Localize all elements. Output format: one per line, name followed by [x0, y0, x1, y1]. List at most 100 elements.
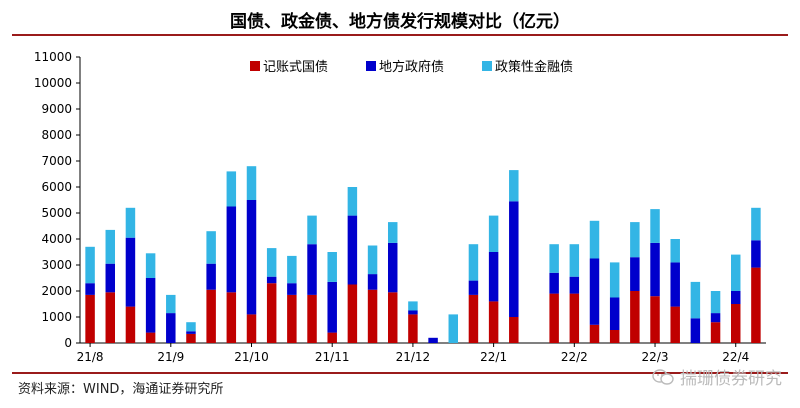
bar-segment-local-gov — [206, 263, 216, 290]
bar-segment-treasury — [589, 324, 600, 343]
bar-segment-local-gov — [266, 276, 277, 284]
bar-segment-treasury — [650, 296, 660, 343]
bar-segment-local-gov — [246, 200, 257, 315]
bar-segment-local-gov — [307, 244, 317, 295]
bar-segment-treasury — [307, 294, 317, 343]
x-tick-label: 22/3 — [642, 350, 669, 364]
bar-segment-local-gov — [650, 242, 660, 297]
bar-segment-local-gov — [609, 297, 620, 330]
bar-segment-policy-bank — [186, 322, 196, 332]
y-tick-label: 2000 — [41, 284, 72, 298]
stacked-bar-chart: 0 1000 2000 3000 4000 5000 6000 7000 8000 9000 100… — [34, 50, 766, 364]
bar-segment-local-gov — [468, 280, 479, 295]
y-tick-label: 0 — [64, 336, 72, 350]
bar-segment-policy-bank — [206, 231, 216, 264]
bar-segment-treasury — [751, 267, 761, 343]
y-tick-label: 5000 — [41, 206, 72, 220]
watermark: 揣珊债券研究 — [652, 364, 782, 389]
bar-segment-treasury — [125, 306, 136, 343]
bar-segment-policy-bank — [327, 252, 337, 282]
bar-segment-local-gov — [428, 337, 438, 343]
wechat-icon — [652, 368, 674, 385]
bar-segment-local-gov — [710, 313, 721, 323]
bar-segment-treasury — [468, 294, 479, 343]
bar-segment-local-gov — [387, 242, 398, 293]
bar-segment-policy-bank — [287, 255, 297, 284]
bar-segment-policy-bank — [347, 187, 358, 216]
bar-segment-local-gov — [85, 283, 95, 295]
bar-segment-policy-bank — [408, 301, 418, 311]
bar-segment-policy-bank — [246, 166, 257, 200]
bar-segment-local-gov — [287, 283, 297, 295]
bar-segment-policy-bank — [226, 171, 237, 207]
bar-segment-treasury — [105, 292, 116, 343]
bar-segment-policy-bank — [468, 244, 479, 281]
bar-segment-policy-bank — [166, 294, 176, 314]
bar-segment-policy-bank — [509, 170, 519, 202]
bar-segment-treasury — [367, 289, 378, 343]
bar-segment-treasury — [488, 301, 499, 343]
bar-segment-treasury — [730, 304, 741, 343]
bar-segment-treasury — [186, 333, 196, 343]
y-tick-label: 1000 — [41, 310, 72, 324]
bar-segment-local-gov — [327, 281, 337, 333]
bar-segment-local-gov — [549, 272, 559, 294]
bar-segment-policy-bank — [448, 314, 459, 343]
bar-segment-policy-bank — [307, 215, 317, 245]
bar-segment-local-gov — [145, 278, 156, 333]
y-tick-label: 8000 — [41, 128, 72, 142]
bar-segment-treasury — [569, 293, 580, 343]
bar-segment-policy-bank — [650, 209, 660, 243]
bar-segment-policy-bank — [488, 215, 499, 252]
x-tick-label: 21/11 — [315, 350, 350, 364]
x-tick-label: 21/8 — [77, 350, 104, 364]
bar-segment-policy-bank — [690, 281, 701, 319]
bar-segment-policy-bank — [145, 253, 156, 278]
bars-group — [85, 166, 761, 343]
y-tick-label: 11000 — [34, 50, 72, 64]
chart-title: 国债、政金债、地方债发行规模对比（亿元） — [230, 12, 570, 32]
bar-segment-policy-bank — [589, 220, 600, 259]
bar-segment-local-gov — [630, 257, 640, 291]
bar-segment-treasury — [266, 283, 277, 343]
y-tick-label: 4000 — [41, 232, 72, 246]
legend-label: 地方政府债 — [379, 59, 444, 75]
source-note: 资料来源：WIND，海通证券研究所 — [18, 382, 224, 397]
bar-segment-policy-bank — [609, 262, 620, 298]
bar-segment-local-gov — [488, 252, 499, 302]
bar-segment-local-gov — [367, 274, 378, 290]
bar-segment-local-gov — [589, 258, 600, 325]
bar-segment-local-gov — [509, 201, 519, 317]
x-tick-label: 21/10 — [234, 350, 269, 364]
bar-segment-policy-bank — [569, 244, 580, 277]
bar-segment-treasury — [145, 332, 156, 343]
bar-segment-treasury — [387, 292, 398, 343]
legend-swatch — [366, 61, 376, 71]
bar-segment-policy-bank — [105, 229, 116, 264]
legend-label: 政策性金融债 — [495, 59, 573, 75]
bar-segment-local-gov — [186, 331, 196, 334]
bar-segment-local-gov — [226, 206, 237, 293]
title-rule — [12, 34, 788, 36]
bar-segment-local-gov — [347, 215, 358, 285]
y-tick-label: 10000 — [34, 76, 72, 90]
bar-segment-local-gov — [690, 318, 701, 343]
bar-segment-policy-bank — [125, 207, 136, 238]
bar-segment-treasury — [287, 294, 297, 343]
bar-segment-local-gov — [730, 291, 741, 304]
bar-segment-treasury — [609, 330, 620, 343]
bar-segment-local-gov — [569, 276, 580, 294]
bar-segment-treasury — [226, 292, 237, 343]
title-bar: 国债、政金债、地方债发行规模对比（亿元） — [0, 0, 800, 36]
bar-segment-policy-bank — [367, 245, 378, 275]
bar-segment-treasury — [509, 317, 519, 343]
bar-segment-policy-bank — [730, 254, 741, 291]
x-tick-label: 21/12 — [396, 350, 431, 364]
bar-segment-treasury — [246, 314, 257, 343]
bar-segment-policy-bank — [710, 291, 721, 314]
bar-segment-treasury — [630, 291, 640, 343]
bar-segment-local-gov — [751, 240, 761, 268]
footer-rule — [12, 372, 788, 374]
legend-label: 记账式国债 — [263, 60, 328, 75]
y-tick-label: 7000 — [41, 154, 72, 168]
